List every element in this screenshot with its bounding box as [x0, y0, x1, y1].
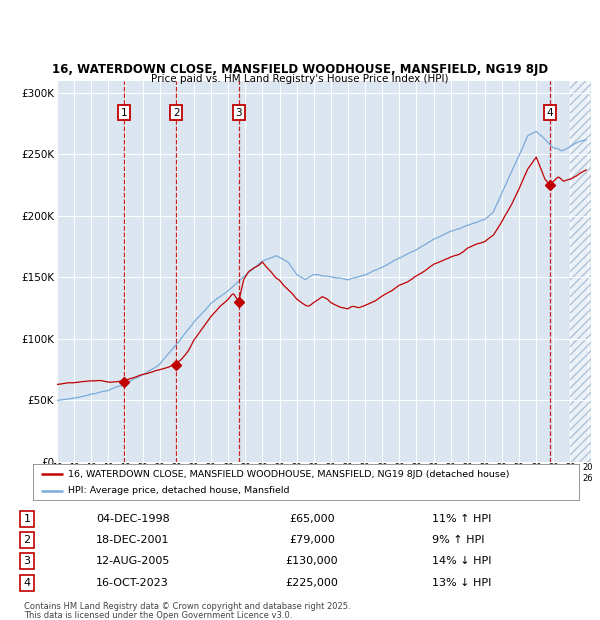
- Text: 3: 3: [235, 108, 242, 118]
- Text: 14% ↓ HPI: 14% ↓ HPI: [432, 556, 491, 566]
- Text: 16, WATERDOWN CLOSE, MANSFIELD WOODHOUSE, MANSFIELD, NG19 8JD (detached house): 16, WATERDOWN CLOSE, MANSFIELD WOODHOUSE…: [68, 469, 510, 479]
- Text: 12-AUG-2005: 12-AUG-2005: [96, 556, 170, 566]
- Text: 18-DEC-2001: 18-DEC-2001: [96, 535, 170, 545]
- Text: 2: 2: [23, 535, 31, 545]
- Bar: [571, 81, 599, 462]
- Text: This data is licensed under the Open Government Licence v3.0.: This data is licensed under the Open Gov…: [24, 611, 292, 619]
- Text: £225,000: £225,000: [286, 578, 338, 588]
- Text: 11% ↑ HPI: 11% ↑ HPI: [432, 514, 491, 524]
- Bar: [571, 81, 599, 462]
- Text: 13% ↓ HPI: 13% ↓ HPI: [432, 578, 491, 588]
- Text: 04-DEC-1998: 04-DEC-1998: [96, 514, 170, 524]
- Text: 4: 4: [23, 578, 31, 588]
- Text: 16-OCT-2023: 16-OCT-2023: [96, 578, 169, 588]
- Text: £79,000: £79,000: [289, 535, 335, 545]
- Text: 9% ↑ HPI: 9% ↑ HPI: [432, 535, 485, 545]
- Text: 2: 2: [173, 108, 179, 118]
- Text: Price paid vs. HM Land Registry's House Price Index (HPI): Price paid vs. HM Land Registry's House …: [151, 74, 449, 84]
- Text: Contains HM Land Registry data © Crown copyright and database right 2025.: Contains HM Land Registry data © Crown c…: [24, 602, 350, 611]
- Text: £130,000: £130,000: [286, 556, 338, 566]
- Text: 1: 1: [23, 514, 31, 524]
- Text: 1: 1: [121, 108, 127, 118]
- Text: 4: 4: [547, 108, 553, 118]
- Text: 3: 3: [23, 556, 31, 566]
- Text: HPI: Average price, detached house, Mansfield: HPI: Average price, detached house, Mans…: [68, 486, 290, 495]
- Text: 16, WATERDOWN CLOSE, MANSFIELD WOODHOUSE, MANSFIELD, NG19 8JD: 16, WATERDOWN CLOSE, MANSFIELD WOODHOUSE…: [52, 63, 548, 76]
- Text: £65,000: £65,000: [289, 514, 335, 524]
